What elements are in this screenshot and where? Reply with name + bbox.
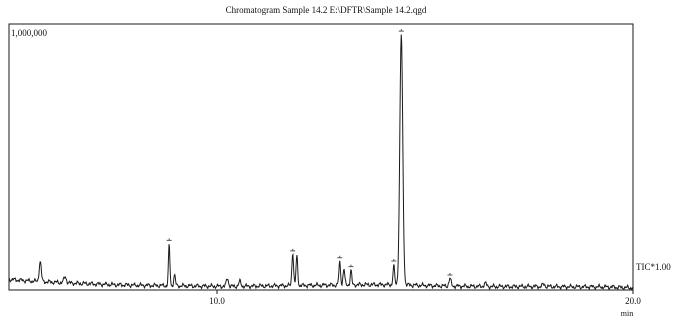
peak-marker bbox=[348, 264, 354, 268]
peak-marker bbox=[398, 29, 404, 32]
plot-frame bbox=[8, 23, 634, 291]
chart-title: Chromatogram Sample 14.2 E:\DFTR\Sample … bbox=[226, 5, 427, 15]
peak-marker bbox=[447, 273, 453, 276]
plot-area: 10.0 20.0 bbox=[8, 29, 641, 306]
peak-marker bbox=[391, 259, 397, 262]
y-max-label: 1,000,000 bbox=[11, 28, 48, 38]
peak-marker bbox=[290, 248, 296, 252]
series-label: TIC*1.00 bbox=[636, 262, 671, 272]
x-tick-label: 20.0 bbox=[625, 296, 641, 306]
peak-marker bbox=[337, 255, 343, 259]
peak-marker bbox=[166, 238, 172, 241]
x-unit-label: min bbox=[621, 309, 633, 318]
tic-trace bbox=[8, 34, 634, 291]
x-tick-label: 10.0 bbox=[209, 296, 225, 306]
